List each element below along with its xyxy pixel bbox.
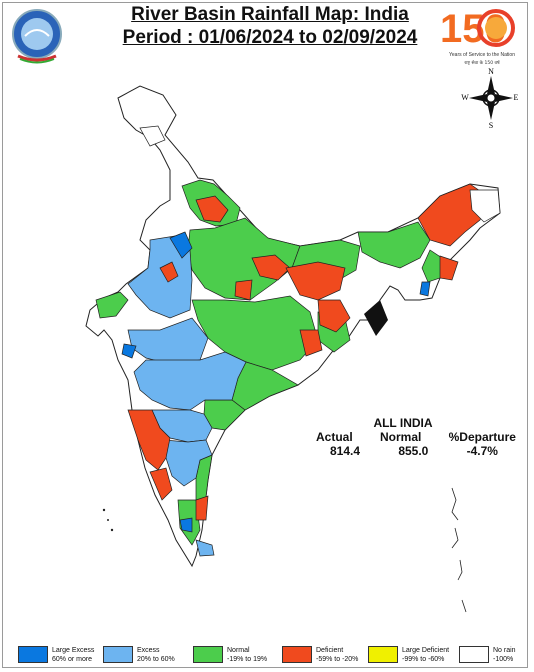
basin-gujarat-blue <box>121 343 137 359</box>
all-india-values: 814.4 855.0 -4.7% <box>316 444 516 458</box>
logo-caption-hindi: राष्ट्र सेवा के 150 वर्ष <box>464 59 500 66</box>
legend-large-excess: Large Excess 60% or more <box>18 646 94 664</box>
imd-150-logo: 150 Years of Service to the Nation राष्ट… <box>440 7 515 66</box>
all-india-heading: ALL INDIA <box>373 416 433 430</box>
title-line-2: Period : 01/06/2024 to 02/09/2024 <box>122 27 418 48</box>
legend-range: 60% or more <box>52 656 93 663</box>
legend-large-deficient: Large Deficient -99% to -60% <box>368 646 449 664</box>
all-india-labels: Actual Normal %Departure <box>316 430 516 444</box>
imd-logo <box>8 6 66 64</box>
legend-no-rain: No rain -100% <box>459 646 516 664</box>
basin-jharkhand <box>317 299 351 333</box>
legend-range: -59% to -20% <box>316 656 359 663</box>
basin-karnataka <box>163 439 213 487</box>
basin-ganga-upper <box>187 217 301 301</box>
lakshadweep-islands <box>102 508 114 532</box>
basin-konkan <box>127 409 171 471</box>
basin-uttarakhand <box>195 195 229 223</box>
basin-odisha <box>299 329 323 357</box>
compass-e: E <box>514 93 519 102</box>
value-departure: -4.7% <box>466 444 498 458</box>
legend-swatch <box>368 646 398 663</box>
compass-rose: N S E W <box>461 68 519 128</box>
basin-ne-white <box>469 189 501 223</box>
all-india-stats: ALL INDIA Actual Normal %Departure 814.4… <box>316 416 516 458</box>
legend-deficient: Deficient -59% to -20% <box>282 646 358 664</box>
logo-caption: Years of Service to the Nation <box>449 52 515 58</box>
legend-range: -99% to -60% <box>402 656 445 663</box>
legend-label: Large Excess <box>52 647 95 654</box>
basin-tn-blue <box>179 517 193 533</box>
title-line-1: River Basin Rainfall Map: India <box>131 4 409 25</box>
legend-label: Normal <box>227 647 250 654</box>
basin-manipur <box>439 255 459 281</box>
basin-pb-red <box>159 261 179 283</box>
legend-range: -19% to 19% <box>227 656 268 663</box>
basin-tapi-godavari <box>133 351 247 411</box>
legend-excess: Excess 20% to 60% <box>103 646 175 664</box>
compass-w: W <box>461 93 469 102</box>
legend-label: Excess <box>137 647 160 654</box>
basin-tn-south <box>195 539 215 557</box>
basin-ne-blue <box>419 281 431 297</box>
label-departure: %Departure <box>448 430 516 444</box>
basin-up-north <box>251 254 291 281</box>
basin-tn-coast <box>195 495 209 521</box>
basin-bihar <box>285 261 346 301</box>
basin-gujarat <box>95 291 129 319</box>
legend-label: Deficient <box>316 647 344 654</box>
label-normal: Normal <box>379 430 422 444</box>
legend-range: 20% to 60% <box>137 656 175 663</box>
andaman-islands <box>451 487 467 613</box>
legend-normal: Normal -19% to 19% <box>193 646 267 664</box>
legend-swatch <box>18 646 48 663</box>
compass-s: S <box>489 121 493 128</box>
legend-swatch <box>193 646 223 663</box>
basin-ladakh-blue <box>169 231 193 259</box>
legend-range: -100% <box>493 656 514 663</box>
legend-swatch <box>103 646 133 663</box>
map-frame <box>2 2 528 668</box>
legend-label: No rain <box>493 647 516 654</box>
basin-brahmaputra <box>357 221 431 269</box>
value-actual: 814.4 <box>330 444 361 458</box>
compass-n: N <box>488 68 494 76</box>
legend-swatch <box>282 646 312 663</box>
legend-label: Large Deficient <box>402 647 450 654</box>
basin-karnataka-coast <box>149 467 173 501</box>
region-bangladesh <box>364 300 388 336</box>
basin-ladakh-white <box>139 125 166 147</box>
legend: Large Excess 60% or more Excess 20% to 60%… <box>0 646 534 672</box>
legend-swatch <box>459 646 489 663</box>
label-actual: Actual <box>316 430 353 444</box>
value-normal: 855.0 <box>398 444 429 458</box>
basin-punjab <box>234 279 253 301</box>
